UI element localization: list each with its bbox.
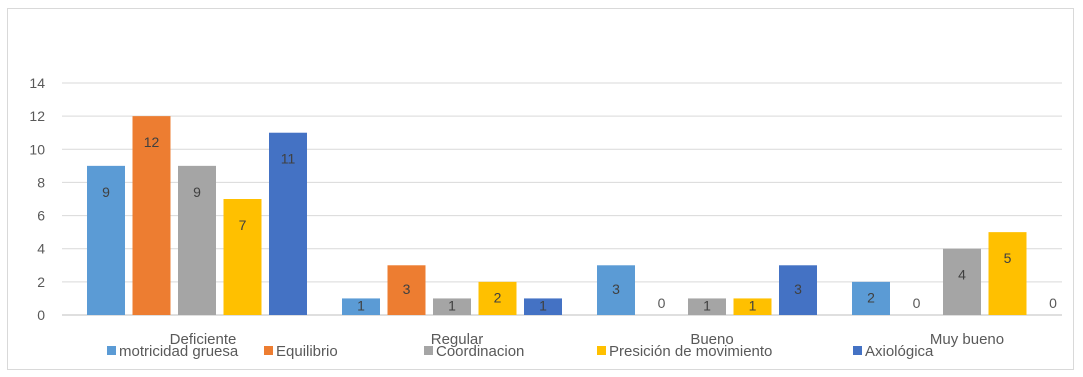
bar [342, 298, 380, 315]
y-tick-label: 8 [37, 174, 45, 190]
legend-swatch [107, 346, 116, 355]
data-label: 2 [867, 289, 875, 305]
data-label: 1 [357, 298, 365, 314]
x-axis: Deficiente Regular Bueno Muy bueno [170, 331, 1004, 348]
data-label: 9 [102, 184, 110, 200]
legend-label: Equilibrio [276, 343, 338, 360]
data-label: 7 [239, 217, 247, 233]
bar [733, 298, 772, 315]
legend-swatch [853, 346, 862, 355]
x-category-label: Muy bueno [930, 331, 1004, 348]
data-label: 11 [281, 151, 296, 167]
legend: motricidad gruesa Equilibrio Coordinacion P… [107, 343, 934, 360]
y-axis: 0 2 4 6 8 10 12 14 [29, 75, 45, 323]
data-label: 0 [913, 295, 921, 311]
bar [688, 298, 726, 315]
data-label: 5 [1004, 250, 1012, 266]
bar [178, 165, 216, 315]
data-label: 1 [703, 298, 711, 314]
y-tick-label: 0 [37, 307, 45, 323]
legend-swatch [424, 346, 433, 355]
data-label: 12 [144, 134, 160, 150]
data-label: 2 [494, 289, 502, 305]
bar [132, 116, 171, 316]
y-tick-label: 14 [29, 75, 45, 91]
bar [597, 265, 635, 315]
x-category-label: Regular [431, 331, 484, 348]
data-label: 0 [658, 295, 666, 311]
legend-swatch [264, 346, 273, 355]
bar [433, 298, 471, 315]
y-tick-label: 4 [37, 241, 45, 257]
bar [852, 281, 890, 315]
bar [524, 298, 562, 315]
x-category-label: Bueno [690, 331, 733, 348]
legend-label: Presición de movimiento [609, 343, 772, 360]
y-tick-label: 2 [37, 274, 45, 290]
legend-label: Axiológica [865, 343, 934, 360]
data-label: 3 [794, 281, 802, 297]
legend-swatch [597, 346, 606, 355]
bar [779, 265, 817, 315]
data-label: 1 [448, 298, 456, 314]
data-label: 3 [612, 281, 620, 297]
data-label: 1 [749, 298, 757, 314]
data-label: 1 [539, 298, 547, 314]
y-tick-label: 10 [29, 141, 45, 157]
data-label: 9 [193, 184, 201, 200]
data-label: 3 [403, 281, 411, 297]
y-tick-label: 6 [37, 208, 45, 224]
bars [87, 116, 1027, 316]
data-label: 0 [1049, 295, 1057, 311]
bar [87, 165, 125, 315]
bar [988, 232, 1027, 315]
bar [269, 132, 307, 315]
y-tick-label: 12 [29, 108, 45, 124]
bar [387, 265, 426, 315]
legend-label: Coordinacion [436, 343, 524, 360]
bar [478, 281, 517, 315]
bar [223, 199, 262, 315]
legend-label: motricidad gruesa [119, 343, 239, 360]
x-category-label: Deficiente [170, 331, 237, 348]
bar [943, 248, 981, 315]
data-label: 4 [958, 267, 966, 283]
